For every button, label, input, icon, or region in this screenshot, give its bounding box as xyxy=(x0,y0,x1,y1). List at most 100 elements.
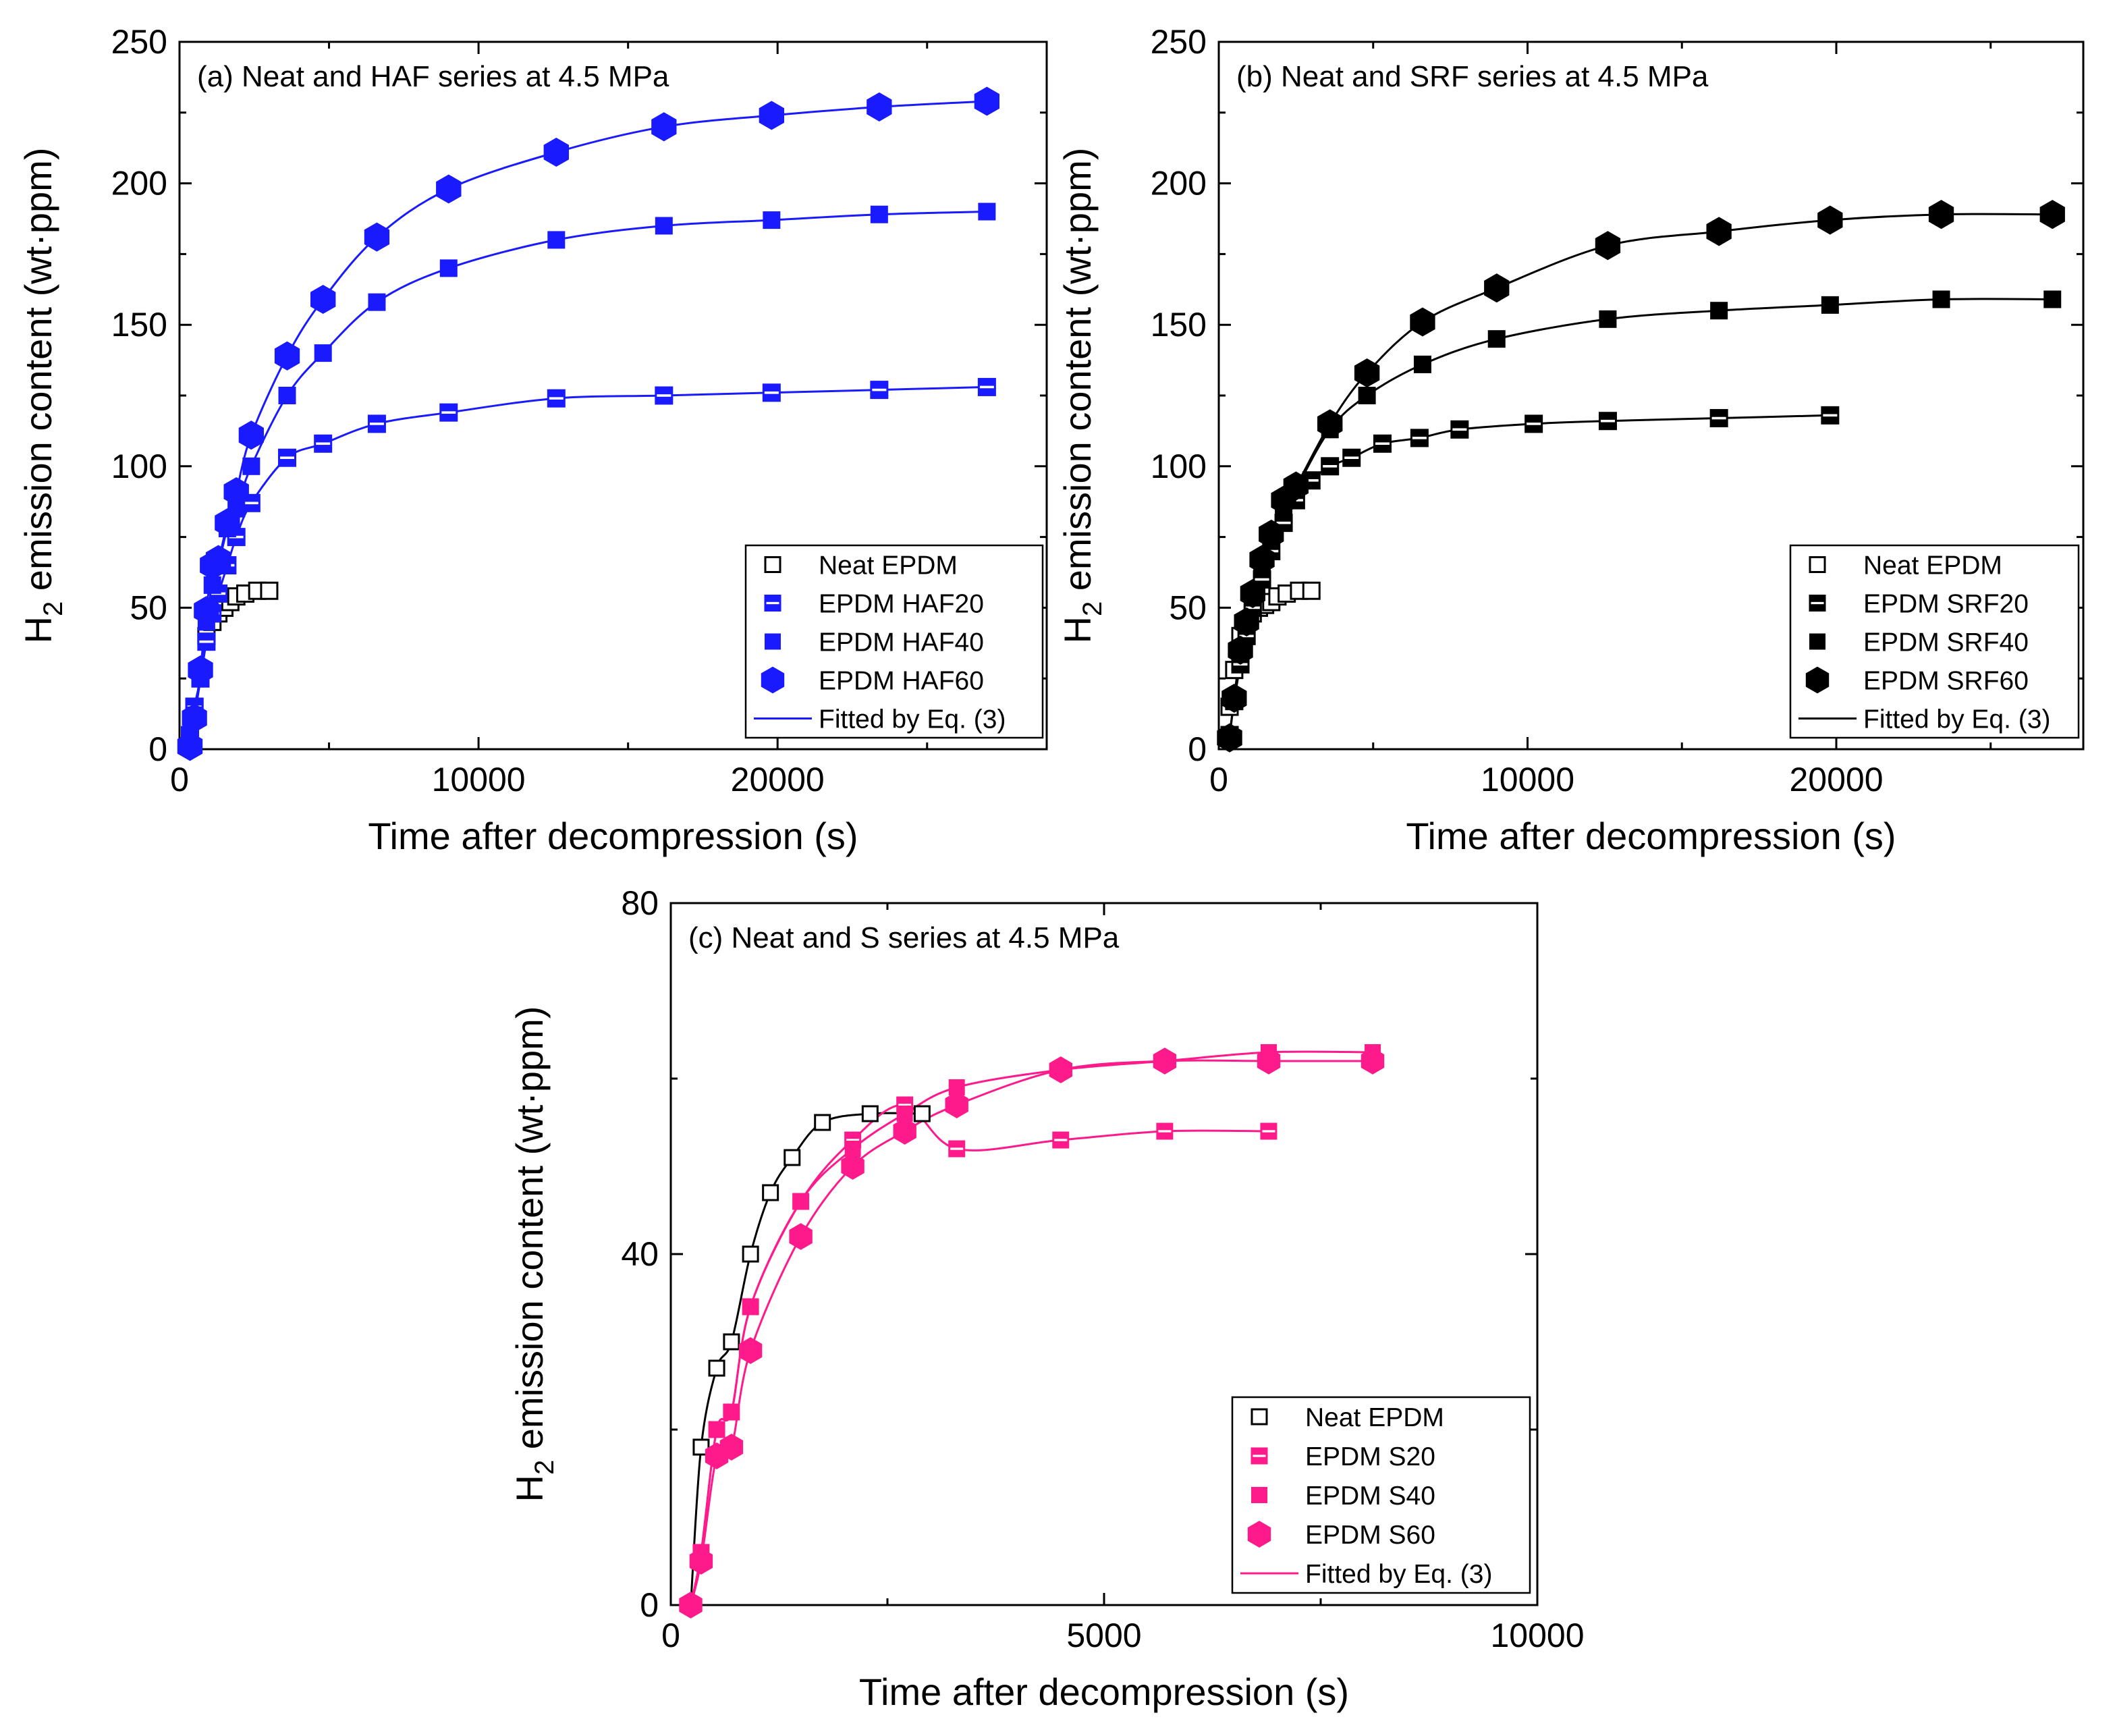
legend-label: EPDM HAF40 xyxy=(819,628,984,657)
data-point-epdm-srf40 xyxy=(1487,330,1506,348)
data-point-epdm-srf60 xyxy=(2039,200,2065,229)
panel-title: (c) Neat and S series at 4.5 MPa xyxy=(688,921,1120,954)
y-tick-label: 100 xyxy=(111,447,167,485)
legend-label: EPDM SRF60 xyxy=(1863,667,2029,696)
legend-label: EPDM SRF40 xyxy=(1863,628,2029,657)
data-point-epdm-srf60 xyxy=(1283,471,1309,501)
legend-label: EPDM SRF20 xyxy=(1863,590,2029,619)
legend: Neat EPDM EPDM SRF20 EPDM SRF40 EPDM SRF60 F… xyxy=(1789,544,2080,739)
data-point-epdm-s60 xyxy=(689,1548,713,1575)
data-point-epdm-haf20 xyxy=(655,386,674,405)
panel-title: (b) Neat and SRF series at 4.5 MPa xyxy=(1236,60,1709,93)
y-tick-label: 50 xyxy=(1169,589,1207,626)
x-axis-title: Time after decompression (s) xyxy=(1406,815,1896,857)
legend: Neat EPDM EPDM HAF20 EPDM HAF40 EPDM HAF60 F… xyxy=(744,544,1044,739)
data-point-epdm-s40 xyxy=(709,1421,725,1438)
data-point-epdm-haf20 xyxy=(762,383,781,402)
x-tick-label: 0 xyxy=(1209,761,1228,798)
data-point-epdm-srf40 xyxy=(1599,310,1617,328)
data-point-epdm-srf60 xyxy=(1234,607,1259,636)
legend-label: Neat EPDM xyxy=(819,551,958,580)
data-point-neat-epdm xyxy=(762,1184,779,1201)
data-point-epdm-haf60 xyxy=(310,284,336,315)
data-point-epdm-haf40 xyxy=(655,217,673,235)
data-point-epdm-s40 xyxy=(742,1299,759,1315)
y-tick-label: 0 xyxy=(1188,730,1207,768)
x-tick-label: 5000 xyxy=(1066,1617,1141,1654)
data-point-epdm-srf20 xyxy=(1410,429,1429,447)
x-tick-label: 20000 xyxy=(1789,761,1883,798)
legend-label: Neat EPDM xyxy=(1305,1403,1444,1432)
x-tick-label: 20000 xyxy=(731,761,825,798)
data-point-epdm-s60 xyxy=(841,1153,864,1180)
legend-marker-epdm-s40 xyxy=(1251,1487,1267,1503)
data-point-epdm-srf60 xyxy=(1595,231,1621,261)
data-point-epdm-s40 xyxy=(792,1193,809,1210)
fit-line-epdm-srf20 xyxy=(1228,414,1830,736)
data-point-epdm-srf40 xyxy=(1932,290,1950,308)
fit-line-neat-epdm xyxy=(690,1112,923,1606)
data-point-neat-epdm xyxy=(742,1245,759,1263)
x-tick-label: 10000 xyxy=(1481,761,1574,798)
y-axis-title: H2 emission content (wt·ppm) xyxy=(508,1006,559,1502)
data-point-epdm-haf60 xyxy=(194,596,219,626)
legend-marker-epdm-srf20 xyxy=(1809,595,1826,612)
data-point-epdm-srf20 xyxy=(1709,409,1728,428)
panel-title: (a) Neat and HAF series at 4.5 MPa xyxy=(197,60,669,93)
data-point-epdm-haf40 xyxy=(763,211,781,229)
data-point-epdm-haf60 xyxy=(188,655,213,685)
data-point-epdm-s20 xyxy=(1156,1122,1174,1140)
data-point-epdm-s20 xyxy=(1052,1131,1070,1149)
y-tick-label: 200 xyxy=(111,165,167,202)
legend-label: Fitted by Eq. (3) xyxy=(1305,1560,1492,1589)
data-point-epdm-haf40 xyxy=(870,205,888,223)
data-point-epdm-haf60 xyxy=(364,222,390,252)
legend: Neat EPDM EPDM S20 EPDM S40 EPDM S60 Fitted … xyxy=(1231,1396,1531,1594)
legend-box xyxy=(1231,1396,1531,1594)
y-axis-title: H2 emission content (wt·ppm) xyxy=(17,148,68,644)
y-tick-label: 150 xyxy=(1151,306,1207,344)
data-point-neat-epdm xyxy=(784,1149,801,1166)
data-point-epdm-srf60 xyxy=(1354,358,1380,388)
legend-marker-epdm-srf60 xyxy=(1805,666,1830,694)
data-point-neat-epdm xyxy=(260,581,279,600)
y-tick-label: 150 xyxy=(111,306,167,344)
data-point-epdm-srf60 xyxy=(1317,409,1343,439)
data-point-epdm-srf20 xyxy=(1321,457,1340,476)
data-point-epdm-haf20 xyxy=(977,377,996,396)
x-axis-title: Time after decompression (s) xyxy=(859,1671,1349,1713)
data-point-epdm-haf20 xyxy=(197,632,216,651)
legend-marker-epdm-haf60 xyxy=(761,666,785,694)
y-tick-label: 0 xyxy=(640,1586,659,1624)
panel-a: 0 10000 20000 0 50 100 150 200 250 (a) Neat and H… xyxy=(17,23,1048,857)
data-point-epdm-haf40 xyxy=(278,387,296,404)
data-point-epdm-haf60 xyxy=(182,703,207,733)
data-point-epdm-srf20 xyxy=(1342,448,1361,467)
data-point-neat-epdm xyxy=(692,1438,710,1456)
data-point-epdm-haf60 xyxy=(177,732,203,761)
data-point-epdm-srf40 xyxy=(1358,387,1376,404)
y-tick-label: 250 xyxy=(1151,23,1207,61)
data-point-neat-epdm xyxy=(861,1105,879,1122)
data-point-epdm-haf60 xyxy=(974,86,999,116)
data-point-epdm-srf20 xyxy=(1373,434,1392,453)
legend-marker-neat-epdm xyxy=(1809,556,1826,573)
data-point-epdm-haf40 xyxy=(547,231,566,249)
legend-label: EPDM HAF20 xyxy=(819,590,984,619)
data-point-epdm-haf60 xyxy=(543,137,569,167)
legend-label: EPDM S60 xyxy=(1305,1521,1435,1550)
data-point-epdm-srf20 xyxy=(1821,406,1840,425)
y-tick-label: 50 xyxy=(130,589,167,626)
data-point-epdm-haf40 xyxy=(242,457,260,475)
data-point-neat-epdm xyxy=(708,1359,725,1377)
legend-label: EPDM HAF60 xyxy=(819,667,984,696)
y-tick-label: 80 xyxy=(621,884,659,922)
legend-marker-epdm-haf40 xyxy=(765,633,781,650)
legend-label: Fitted by Eq. (3) xyxy=(819,705,1006,734)
y-tick-label: 40 xyxy=(621,1235,659,1273)
y-tick-label: 0 xyxy=(148,730,167,768)
x-tick-label: 0 xyxy=(661,1617,680,1654)
legend-marker-epdm-s60 xyxy=(1247,1521,1271,1548)
data-point-epdm-s60 xyxy=(738,1337,763,1364)
